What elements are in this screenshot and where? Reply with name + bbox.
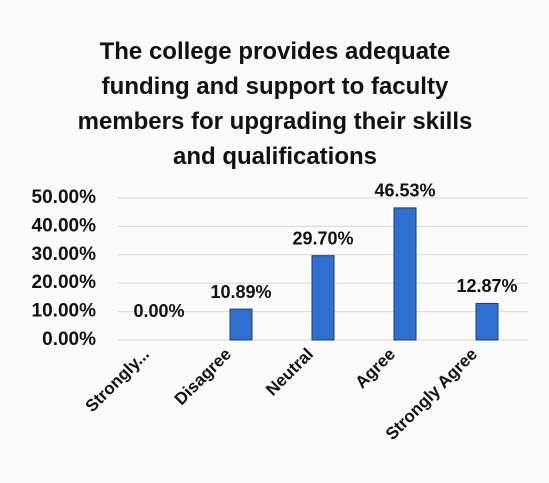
y-tick-label: 20.00% xyxy=(32,272,97,293)
bar xyxy=(475,302,499,341)
bar xyxy=(393,207,417,341)
value-label: 12.87% xyxy=(456,276,517,296)
bar xyxy=(229,308,253,341)
y-tick-label: 10.00% xyxy=(32,301,97,322)
y-tick-label: 50.00% xyxy=(32,187,97,208)
y-tick-label: 40.00% xyxy=(32,215,97,236)
y-tick-label: 30.00% xyxy=(32,244,97,265)
chart-title: The college provides adequate funding an… xyxy=(77,38,473,170)
x-tick-label: Disagree xyxy=(171,345,235,409)
value-label: 29.70% xyxy=(292,228,353,248)
x-tick-label: Neutral xyxy=(262,345,317,400)
bar xyxy=(311,255,335,341)
x-tick-label: Agree xyxy=(351,345,399,393)
value-label: 10.89% xyxy=(210,282,271,302)
x-tick-label: Strongly... xyxy=(82,345,153,416)
y-tick-label: 0.00% xyxy=(42,329,96,350)
value-label: 0.00% xyxy=(133,301,184,321)
value-label: 46.53% xyxy=(374,181,435,201)
